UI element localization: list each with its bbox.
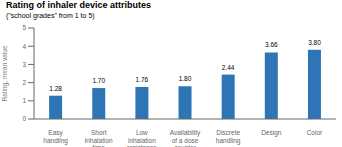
svg-text:0: 0 [22,115,26,122]
svg-text:Color: Color [307,129,323,136]
svg-text:Lowinhalationresistance: Lowinhalationresistance [127,129,157,147]
svg-text:1.80: 1.80 [179,75,192,82]
svg-text:4: 4 [22,43,26,50]
svg-text:1.70: 1.70 [92,77,105,84]
svg-text:2.44: 2.44 [222,64,235,71]
svg-text:1.28: 1.28 [49,85,62,92]
svg-text:1: 1 [22,97,26,104]
svg-text:Rating, mean value: Rating, mean value [8,45,9,101]
svg-text:3.66: 3.66 [265,41,278,48]
svg-text:Shortinhalationtime: Shortinhalationtime [85,129,113,147]
svg-text:Discretehandling: Discretehandling [216,129,241,145]
svg-text:3: 3 [22,61,26,68]
svg-text:Easyhandling: Easyhandling [43,129,68,145]
svg-text:Design: Design [261,129,282,137]
svg-text:5: 5 [22,24,26,31]
svg-text:1.76: 1.76 [136,76,149,83]
html-text:("school grades" from 1 to 5): ("school grades" from 1 to 5) [6,12,95,19]
svg-text:Availabilityof a dosecounter: Availabilityof a dosecounter [170,129,201,147]
svg-text:3.80: 3.80 [308,39,321,46]
html-text:Rating of inhaler device attri: Rating of inhaler device attributes [6,0,151,10]
svg-text:2: 2 [22,79,26,86]
